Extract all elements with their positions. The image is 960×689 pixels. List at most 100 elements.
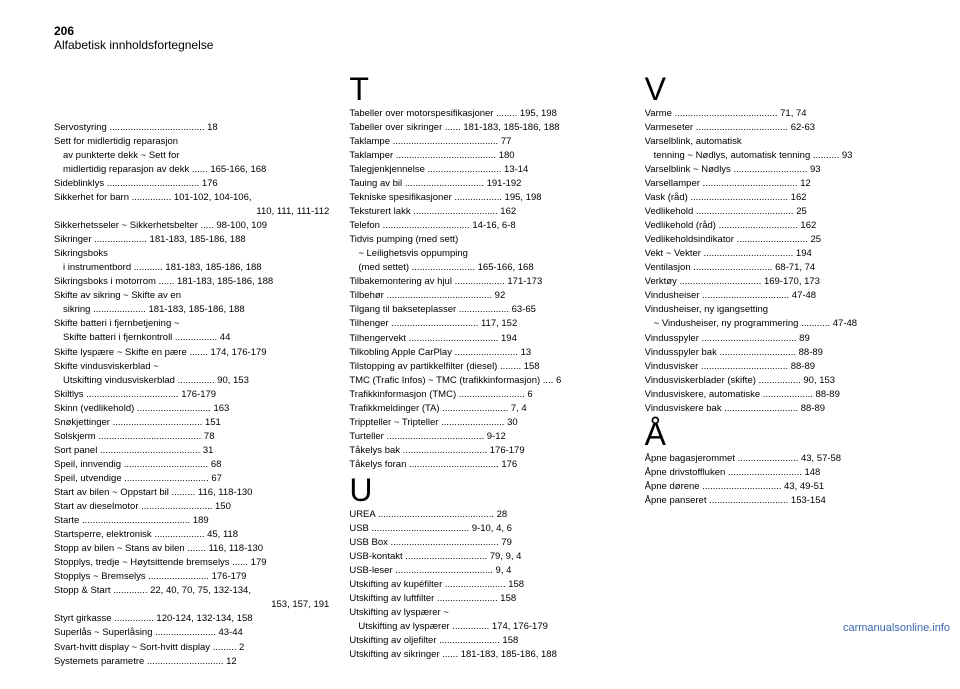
index-entry: USB-leser ..............................… [349,564,624,578]
index-entry: Trafikkmeldinger (TA) ..................… [349,402,624,416]
index-entry: Skifte batteri i fjernkontroll .........… [54,331,329,345]
index-entry: Stopp av bilen ~ Stans av bilen ....... … [54,542,329,556]
index-entry: Solskjerm ..............................… [54,430,329,444]
index-entry: Tilhenger ..............................… [349,317,624,331]
index-entry: Snøkjettinger ..........................… [54,416,329,430]
index-entry: Speil, utvendige .......................… [54,472,329,486]
index-entry: Stopplys ~ Bremselys ...................… [54,570,329,584]
index-entry: Taklamper ..............................… [349,149,624,163]
column-1: Servostyring ...........................… [54,71,329,669]
index-entry: sikring .................... 181-183, 18… [54,303,329,317]
index-entry: tenning ~ Nødlys, automatisk tenning ...… [645,149,920,163]
index-entry: Utskifting av luftfilter ...............… [349,592,624,606]
index-entry: Vindusspyler ...........................… [645,332,920,346]
index-entry: Tilhengervekt ..........................… [349,332,624,346]
index-entry: Åpne drivstoffluken ....................… [645,466,920,480]
index-entry: Start av bilen ~ Oppstart bil ......... … [54,486,329,500]
index-entry: Tilkobling Apple CarPlay ...............… [349,346,624,360]
index-entry: Turteller ..............................… [349,430,624,444]
index-entry: Speil, innvendig .......................… [54,458,329,472]
index-entry: Åpne dørene ............................… [645,480,920,494]
page-container: 206 Alfabetisk innholdsfortegnelse Servo… [0,0,960,689]
index-entry: Utskifting vindusviskerblad ............… [54,374,329,388]
index-entry: Ventilasjon ............................… [645,261,920,275]
index-entry: Varme ..................................… [645,107,920,121]
index-entry: Sikkerhet for barn ............... 101-1… [54,191,329,205]
index-entry: Tabeller over sikringer ...... 181-183, … [349,121,624,135]
section-letter: T [349,73,624,105]
index-entry: Stopplys, tredje ~ Høytsittende bremsely… [54,556,329,570]
index-entry: Teksturert lakk ........................… [349,205,624,219]
index-entry: Utskifting av lyspærer .............. 17… [349,620,624,634]
index-entry: Svart-hvitt display ~ Sort-hvitt display… [54,641,329,655]
index-entry: ~ Vindusheiser, ny programmering .......… [645,317,920,331]
index-entry: Vindusvisker ...........................… [645,360,920,374]
index-entry: Sort panel .............................… [54,444,329,458]
index-entry: Tekniske spesifikasjoner ...............… [349,191,624,205]
index-entry: 110, 111, 111-112 [54,205,329,219]
index-entry: Utskifting av sikringer ...... 181-183, … [349,648,624,662]
index-entry: Vedlikehold ............................… [645,205,920,219]
index-entry: Tabeller over motorspesifikasjoner .....… [349,107,624,121]
page-title: Alfabetisk innholdsfortegnelse [54,38,920,52]
index-entry: Skinn (vedlikehold) ....................… [54,402,329,416]
index-entry: Tidvis pumping (med sett) [349,233,624,247]
index-entry: Vindusheiser, ny igangsetting [645,303,920,317]
index-entry: Styrt girkasse ............... 120-124, … [54,612,329,626]
watermark: carmanualsonline.info [843,622,950,634]
index-entry: Sideblinklys ...........................… [54,177,329,191]
index-entry: Vindusspyler bak .......................… [645,346,920,360]
index-entry: ~ Leilighetsvis oppumping [349,247,624,261]
index-entry: Vindusviskerblader (skifte) ............… [645,374,920,388]
index-entry: Stopp & Start ............. 22, 40, 70, … [54,584,329,598]
index-entry: i instrumentbord ........... 181-183, 18… [54,261,329,275]
index-entry: Taklampe ...............................… [349,135,624,149]
index-entry: Tåkelys foran ..........................… [349,458,624,472]
index-entry: Tåkelys bak ............................… [349,444,624,458]
index-entry: Skifte av sikring ~ Skifte av en [54,289,329,303]
column-layout: Servostyring ...........................… [54,71,920,669]
index-entry: USB-kontakt ............................… [349,550,624,564]
index-entry: Vindusheiser ...........................… [645,289,920,303]
index-entry: Sett for midlertidig reparasjon [54,135,329,149]
column-2: T Tabeller over motorspesifikasjoner ....… [349,71,624,669]
index-entry: UREA ...................................… [349,508,624,522]
index-entry: Starte .................................… [54,514,329,528]
index-entry: Verktøy ............................... … [645,275,920,289]
index-entry: Tilbehør ...............................… [349,289,624,303]
index-entry: Skifte vindusviskerblad ~ [54,360,329,374]
index-entry: Sikkerhetsseler ~ Sikkerhetsbelter .....… [54,219,329,233]
index-entry: Utskifting av oljefilter ...............… [349,634,624,648]
column-3: V Varme .................................… [645,71,920,669]
index-entry: Utskifting av kupéfilter ...............… [349,578,624,592]
index-entry: Vindusviskere bak ......................… [645,402,920,416]
section-letter: Å [645,418,920,450]
index-entry: USB Box ................................… [349,536,624,550]
index-entry: TMC (Trafic Infos) ~ TMC (trafikkinforma… [349,374,624,388]
page-number: 206 [54,24,920,38]
index-entry: Åpne panseret ..........................… [645,494,920,508]
index-entry: Sikringer .................... 181-183, … [54,233,329,247]
index-entry: Utskifting av lyspærer ~ [349,606,624,620]
index-entry: Vedlikehold (råd) ......................… [645,219,920,233]
index-entry: Start av dieselmotor ...................… [54,500,329,514]
index-entry: USB ....................................… [349,522,624,536]
index-entry: Skifte batteri i fjernbetjening ~ [54,317,329,331]
index-entry: (med settet) ........................ 16… [349,261,624,275]
index-entry: Tilstopping av partikkelfilter (diesel) … [349,360,624,374]
section-letter: U [349,474,624,506]
index-entry: Systemets parametre ....................… [54,655,329,669]
index-entry: Tauing av bil ..........................… [349,177,624,191]
section-letter: V [645,73,920,105]
index-entry: Superlås ~ Superlåsing .................… [54,626,329,640]
index-entry: Vekt ~ Vekter ..........................… [645,247,920,261]
index-entry: Talegjenkjennelse ......................… [349,163,624,177]
index-entry: Skifte lyspære ~ Skifte en pære ....... … [54,346,329,360]
index-entry: Skiltlys ...............................… [54,388,329,402]
index-entry: Tilgang til bakseteplasser .............… [349,303,624,317]
index-entry: Vask (råd) .............................… [645,191,920,205]
index-entry: Sikringsboks i motorrom ...... 181-183, … [54,275,329,289]
index-entry: Vedlikeholdsindikator ..................… [645,233,920,247]
index-entry: Varselblink ~ Nødlys ...................… [645,163,920,177]
index-entry: Tilbakemontering av hjul ...............… [349,275,624,289]
